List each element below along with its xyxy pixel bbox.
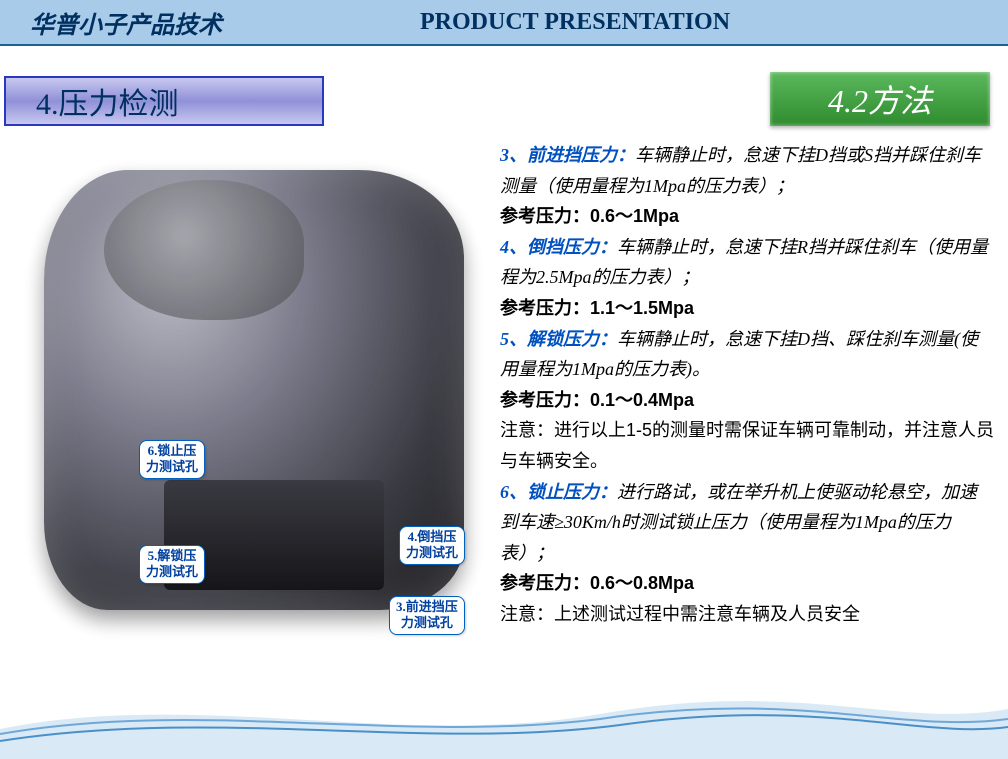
item-6-ref: 参考压力：0.6～0.8Mpa bbox=[500, 568, 994, 599]
method-title: 4.2方法 bbox=[770, 72, 990, 126]
callout-line2: 力测试孔 bbox=[146, 459, 198, 474]
callout-line2: 力测试孔 bbox=[146, 564, 198, 579]
item-6-note: 注意：上述测试过程中需注意车辆及人员安全 bbox=[500, 599, 994, 630]
item-3-ref: 参考压力：0.6～1Mpa bbox=[500, 201, 994, 232]
callout-line1: 解锁压 bbox=[157, 548, 196, 563]
callout-line1: 倒挡压 bbox=[417, 529, 456, 544]
callout-3-forward-pressure: 3.前进挡压 力测试孔 bbox=[389, 596, 465, 635]
item-3-title: 3、前进挡压力： bbox=[500, 145, 635, 165]
callout-line1: 锁止压 bbox=[157, 443, 196, 458]
callout-4-reverse-pressure: 4.倒挡压 力测试孔 bbox=[399, 526, 465, 565]
callout-5-unlock-pressure: 5.解锁压 力测试孔 bbox=[139, 545, 205, 584]
callout-num: 4. bbox=[408, 529, 418, 544]
item-4: 4、倒挡压力：车辆静止时，怠速下挂R挡并踩住刹车（使用量程为2.5Mpa的压力表… bbox=[500, 232, 994, 324]
callout-6-lock-pressure: 6.锁止压 力测试孔 bbox=[139, 440, 205, 479]
item-6: 6、锁止压力：进行路试，或在举升机上使驱动轮悬空，加速到车速≥30Km/h时测试… bbox=[500, 477, 994, 630]
header-left-title: 华普小子产品技术 bbox=[0, 5, 420, 40]
callout-line2: 力测试孔 bbox=[406, 545, 458, 560]
callout-num: 3. bbox=[396, 599, 406, 614]
section-title: 4.压力检测 bbox=[4, 76, 324, 126]
header-bar: 华普小子产品技术 PRODUCT PRESENTATION bbox=[0, 0, 1008, 46]
item-5: 5、解锁压力：车辆静止时，怠速下挂D挡、踩住刹车测量(使用量程为1Mpa的压力表… bbox=[500, 324, 994, 477]
item-5-title: 5、解锁压力： bbox=[500, 329, 617, 349]
diagram-area: 6.锁止压 力测试孔 5.解锁压 力测试孔 4.倒挡压 力测试孔 3.前进挡压 … bbox=[14, 150, 484, 640]
item-4-ref: 参考压力：1.1～1.5Mpa bbox=[500, 293, 994, 324]
header-right-title: PRODUCT PRESENTATION bbox=[420, 9, 730, 36]
callout-line2: 力测试孔 bbox=[401, 615, 453, 630]
decorative-wave bbox=[0, 679, 1008, 759]
content-text: 3、前进挡压力：车辆静止时，怠速下挂D挡或S挡并踩住刹车测量（使用量程为1Mpa… bbox=[500, 140, 994, 630]
item-4-title: 4、倒挡压力： bbox=[500, 237, 617, 257]
callout-line1: 前进挡压 bbox=[406, 599, 458, 614]
item-5-note: 注意：进行以上1-5的测量时需保证车辆可靠制动，并注意人员与车辆安全。 bbox=[500, 415, 994, 476]
callout-num: 5. bbox=[148, 548, 158, 563]
item-6-title: 6、锁止压力： bbox=[500, 482, 617, 502]
item-3: 3、前进挡压力：车辆静止时，怠速下挂D挡或S挡并踩住刹车测量（使用量程为1Mpa… bbox=[500, 140, 994, 232]
item-5-ref: 参考压力：0.1～0.4Mpa bbox=[500, 385, 994, 416]
callout-num: 6. bbox=[148, 443, 158, 458]
